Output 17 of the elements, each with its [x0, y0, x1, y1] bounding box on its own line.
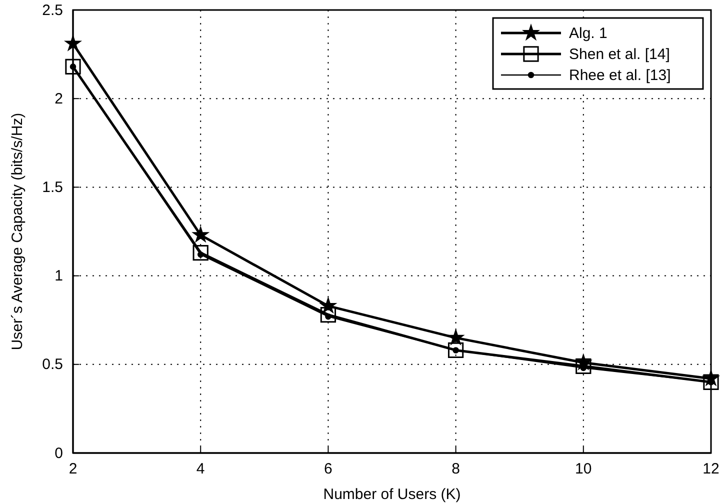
y-tick-label: 2.5	[42, 2, 63, 19]
y-tick-label: 1.5	[42, 179, 63, 196]
y-tick-label: 0	[54, 444, 63, 462]
x-tick-label: 4	[196, 460, 205, 478]
y-tick-label: 1	[54, 268, 63, 285]
x-tick-label: 12	[702, 460, 720, 478]
x-axis-title: Number of Users (K)	[323, 486, 461, 503]
y-axis-title: User´s Average Capacity (bits/s/Hz)	[9, 112, 26, 350]
x-tick-label: 2	[68, 460, 78, 478]
legend-label: Rhee et al. [13]	[569, 67, 671, 84]
x-tick-label: 8	[452, 460, 460, 478]
x-tick-label: 10	[575, 460, 592, 478]
x-tick-label: 6	[324, 460, 332, 478]
legend-label: Shen et al. [14]	[569, 46, 670, 63]
legend-label: Alg. 1	[569, 25, 608, 42]
y-tick-label: 2	[54, 90, 63, 108]
y-tick-label: 0.5	[42, 356, 63, 374]
